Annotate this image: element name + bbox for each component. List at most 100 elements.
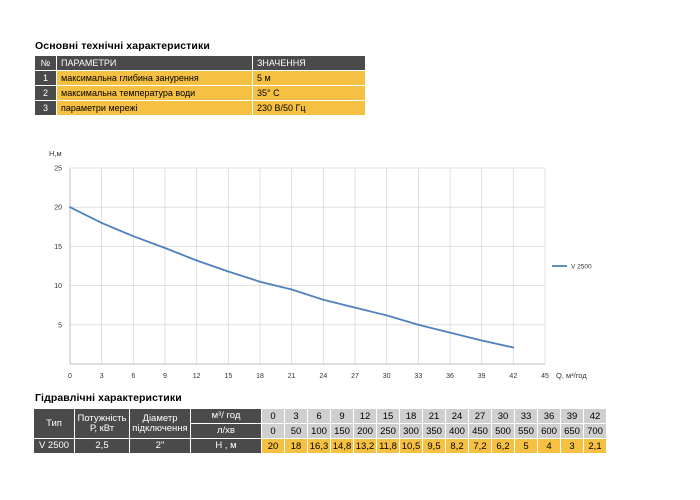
hyd-lmin-cell: 450 (468, 423, 492, 439)
hyd-m3-cell: 3 (284, 408, 308, 424)
hyd-h-cell: 6,2 (491, 438, 515, 454)
hyd-h-cell: 2,1 (583, 438, 607, 454)
x-tick-label: 12 (193, 373, 201, 380)
hyd-h-cell: 8,2 (445, 438, 469, 454)
hyd-m3-cell: 12 (353, 408, 377, 424)
hyd-m3-label: м³/ год (190, 408, 262, 424)
spec-header-param: ПАРАМЕТРИ (56, 55, 253, 71)
hyd-power-label: Потужність Р, кВт (74, 408, 130, 439)
hyd-h-cell: 16,3 (307, 438, 331, 454)
hydraulic-table: Тип Потужність Р, кВт Діаметр підключенн… (33, 408, 607, 454)
data-point (417, 323, 420, 326)
hyd-m3-cell: 36 (537, 408, 561, 424)
x-axis-label: Q, м³/год (556, 371, 587, 380)
hyd-m3-cell: 15 (376, 408, 400, 424)
x-tick-label: 42 (509, 373, 517, 380)
hyd-lmin-cell: 400 (445, 423, 469, 439)
hyd-lmin-cell: 250 (376, 423, 400, 439)
hyd-m3-cell: 27 (468, 408, 492, 424)
hyd-title: Гідравлічні характеристики (35, 392, 182, 404)
spec-row-param: параметри мережі (56, 100, 253, 116)
hyd-m3-cell: 33 (514, 408, 538, 424)
hyd-model: V 2500 (33, 438, 75, 454)
hyd-h-cell: 11,8 (376, 438, 400, 454)
hyd-diameter-label: Діаметр підключення (129, 408, 191, 439)
spec-header-number: № (34, 55, 57, 71)
hyd-lmin-cell: 300 (399, 423, 423, 439)
hyd-h-cell: 20 (261, 438, 285, 454)
data-point (480, 339, 483, 342)
hyd-h-label: Н , м (190, 438, 262, 454)
hyd-m3-cell: 9 (330, 408, 354, 424)
x-tick-label: 15 (224, 373, 232, 380)
spec-table: № ПАРАМЕТРИ ЗНАЧЕННЯ 1 максимальна глиби… (34, 55, 366, 116)
y-tick-label: 20 (54, 205, 62, 212)
hyd-lmin-cell: 650 (560, 423, 584, 439)
x-tick-label: 30 (383, 373, 391, 380)
spec-row: 1 максимальна глибина занурення 5 м (34, 70, 366, 86)
legend-label: V 2500 (571, 264, 592, 271)
hyd-m3-cell: 30 (491, 408, 515, 424)
x-tick-label: 6 (131, 373, 135, 380)
data-point (164, 247, 166, 249)
spec-title: Основні технічні характеристики (35, 40, 210, 52)
data-point (195, 259, 198, 262)
hyd-row-m3: Тип Потужність Р, кВт Діаметр підключенн… (33, 408, 607, 439)
data-point (322, 298, 325, 301)
hyd-lmin-cell: 550 (514, 423, 538, 439)
hyd-h-cell: 13,2 (353, 438, 377, 454)
hyd-m3-cell: 0 (261, 408, 285, 424)
hyd-m3-cell: 6 (307, 408, 331, 424)
hyd-m3-cell: 24 (445, 408, 469, 424)
data-point (132, 235, 135, 238)
data-point (449, 331, 451, 334)
hyd-lmin-cell: 100 (307, 423, 331, 439)
x-tick-label: 45 (541, 373, 549, 380)
data-point (290, 288, 293, 291)
x-tick-label: 33 (414, 373, 422, 380)
x-tick-label: 39 (478, 373, 486, 380)
y-tick-label: 25 (54, 166, 62, 173)
data-point (354, 306, 356, 309)
x-tick-label: 0 (68, 373, 72, 380)
hyd-lmin-cell: 200 (353, 423, 377, 439)
spec-row-number: 3 (34, 100, 57, 116)
spec-row-value: 35° C (252, 85, 366, 101)
data-point (259, 280, 261, 283)
data-point (385, 314, 388, 317)
x-tick-label: 36 (446, 373, 454, 380)
hyd-lmin-cell: 350 (422, 423, 446, 439)
hyd-lmin-cell: 500 (491, 423, 515, 439)
y-tick-label: 15 (54, 244, 62, 251)
data-point (512, 346, 515, 349)
hyd-row-lmin: л/хв 0 50 100 150 200 250 300 350 400 45… (34, 423, 607, 439)
spec-row: 2 максимальна температура води 35° C (34, 85, 366, 101)
data-point (69, 206, 71, 209)
spec-row-value: 5 м (252, 70, 366, 86)
spec-header-row: № ПАРАМЕТРИ ЗНАЧЕННЯ (34, 55, 366, 71)
x-tick-label: 9 (163, 373, 167, 380)
hyd-h-cell: 7,2 (468, 438, 492, 454)
x-tick-label: 24 (319, 373, 327, 380)
hyd-row-model: V 2500 2,5 2" Н , м 20 18 16,3 14,8 13,2… (33, 438, 607, 454)
x-tick-label: 21 (288, 373, 296, 380)
x-tick-label: 18 (256, 373, 264, 380)
x-tick-label: 27 (351, 373, 359, 380)
hyd-m3-cell: 42 (583, 408, 607, 424)
hyd-h-cell: 3 (560, 438, 584, 454)
hyd-h-cell: 18 (284, 438, 308, 454)
hyd-power-value: 2,5 (74, 438, 130, 454)
hyd-lmin-cell: 700 (583, 423, 607, 439)
hyd-lmin-cell: 150 (330, 423, 354, 439)
hyd-m3-cell: 39 (560, 408, 584, 424)
spec-row-number: 1 (34, 70, 57, 86)
hyd-h-cell: 5 (514, 438, 538, 454)
x-tick-label: 3 (100, 373, 104, 380)
hyd-type-label: Тип (33, 408, 75, 439)
hyd-diameter-value: 2" (129, 438, 191, 454)
hyd-h-cell: 10,5 (399, 438, 423, 454)
spec-row-value: 230 В/50 Гц (252, 100, 366, 116)
hyd-m3-cell: 18 (399, 408, 423, 424)
